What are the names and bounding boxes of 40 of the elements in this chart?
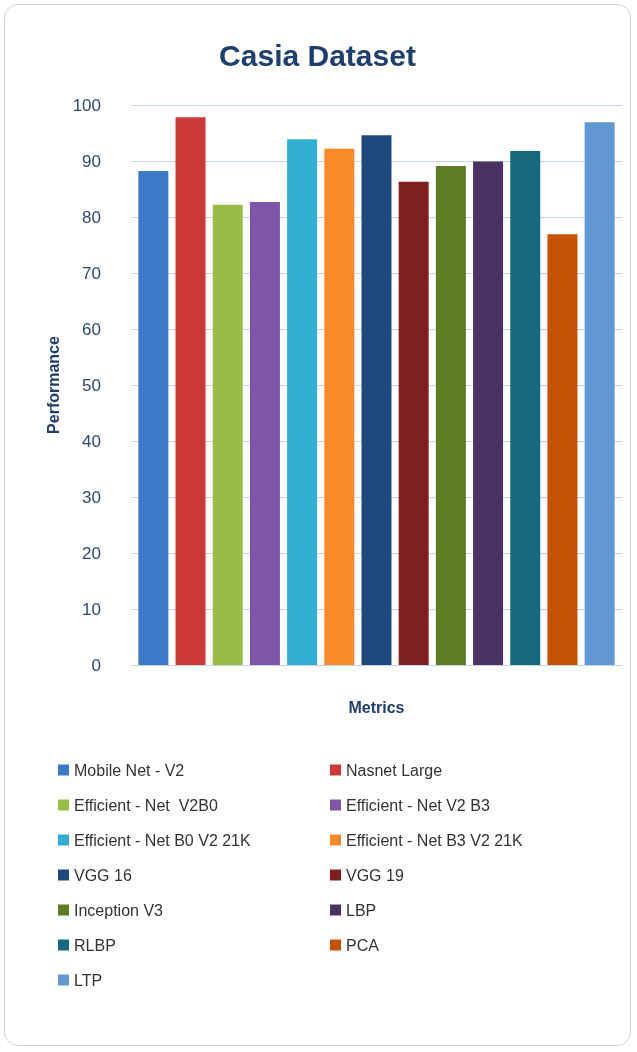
bar xyxy=(212,204,243,665)
y-tick-label: 10 xyxy=(82,599,101,619)
bar xyxy=(473,161,504,665)
y-tick-label: 60 xyxy=(82,319,101,339)
bar xyxy=(324,148,355,665)
y-tick-label: 40 xyxy=(82,431,101,451)
y-tick-label: 30 xyxy=(82,487,101,507)
legend-label: VGG 19 xyxy=(346,866,404,884)
chart-title: Casia Dataset xyxy=(219,38,416,72)
bar xyxy=(249,201,280,665)
bar xyxy=(398,181,429,665)
legend-label: Nasnet Large xyxy=(346,761,443,779)
bar xyxy=(175,117,206,665)
bar xyxy=(361,135,392,665)
bar xyxy=(547,234,578,665)
y-tick-label: 100 xyxy=(72,95,101,115)
y-axis-title: Performance xyxy=(45,335,63,434)
legend-label: Mobile Net - V2 xyxy=(74,761,185,779)
legend-label: Efficient - Net B3 V2 21K xyxy=(346,831,524,849)
legend-label: Inception V3 xyxy=(74,901,164,919)
legend-label: LTP xyxy=(74,971,103,989)
y-tick-label: 20 xyxy=(82,543,101,563)
legend-label: PCA xyxy=(346,936,380,954)
x-axis-title: Metrics xyxy=(348,698,405,716)
y-tick-label: 80 xyxy=(82,207,101,227)
legend-label: Efficient - Net V2B0 xyxy=(74,796,218,814)
y-tick-label: 90 xyxy=(82,151,101,171)
bar xyxy=(138,171,169,665)
y-tick-label: 50 xyxy=(82,375,101,395)
bar xyxy=(287,139,318,665)
bar xyxy=(510,150,541,665)
legend-label: VGG 16 xyxy=(74,866,132,884)
y-tick-label: 0 xyxy=(91,655,101,675)
legend-label: RLBP xyxy=(74,936,116,954)
legend-label: LBP xyxy=(346,901,377,919)
bar xyxy=(584,122,615,665)
legend-label: Efficient - Net V2 B3 xyxy=(346,796,490,814)
legend-label: Efficient - Net B0 V2 21K xyxy=(74,831,252,849)
y-tick-label: 70 xyxy=(82,263,101,283)
bar xyxy=(435,166,466,665)
